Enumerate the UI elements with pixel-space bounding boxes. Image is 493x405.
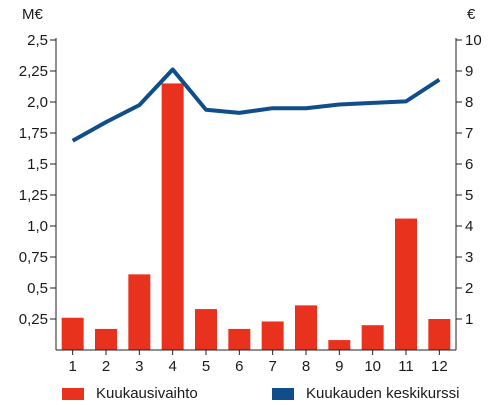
bar-2 [95,328,117,350]
right-tick-label: 3 [465,249,473,266]
bar-3 [128,274,151,350]
bar-8 [295,305,317,350]
right-axis-unit: € [467,6,476,23]
right-tick-label: 6 [465,156,473,173]
x-tick-label: 7 [268,358,276,375]
left-tick-label: 1,25 [19,187,48,204]
x-tick-label: 3 [135,358,143,375]
bar-6 [228,328,251,350]
x-tick-label: 5 [202,358,210,375]
left-tick-label: 1,75 [19,125,48,142]
x-tick-label: 1 [68,358,76,375]
x-tick-label: 8 [302,358,310,375]
left-tick-label: 1,5 [27,156,48,173]
legend-item-line: Kuukauden keskikurssi [272,385,459,402]
axes [50,38,462,355]
right-tick-label: 1 [465,311,473,328]
bar-11 [395,218,417,350]
line-group [71,67,441,143]
bar-5 [195,309,217,350]
bar-1 [61,317,84,350]
x-tick-label: 10 [364,358,381,375]
legend-item-bars: Kuukausivaihto [62,385,198,402]
legend-label-bars: Kuukausivaihto [96,385,198,402]
left-tick-label: 0,25 [19,311,48,328]
x-tick-label: 4 [168,358,176,375]
left-tick-label: 1,0 [27,218,48,235]
tick-labels: 0,250,50,751,01,251,51,752,02,252,512345… [19,32,482,375]
bar-12 [428,319,451,350]
x-tick-label: 6 [235,358,243,375]
x-tick-label: 12 [431,358,448,375]
legend-swatch-line [272,387,294,400]
left-tick-label: 2,25 [19,63,48,80]
bar-10 [361,325,384,350]
bar-group [61,83,451,351]
x-tick-label: 9 [335,358,343,375]
x-tick-label: 11 [398,358,414,375]
bar-4 [161,83,184,351]
bar-9 [328,340,351,350]
right-tick-label: 4 [465,218,473,235]
left-axis-unit: M€ [22,6,43,23]
right-tick-label: 2 [465,280,473,297]
left-tick-label: 0,75 [19,249,48,266]
right-tick-label: 5 [465,187,473,204]
right-tick-label: 8 [465,94,473,111]
legend-label-line: Kuukauden keskikurssi [306,385,460,402]
bar-7 [261,321,284,350]
line-series [71,67,441,143]
left-tick-label: 2,0 [27,94,48,111]
legend-swatch-bars [62,387,84,400]
right-tick-label: 7 [465,125,473,142]
right-tick-label: 10 [465,32,482,49]
x-tick-label: 2 [102,358,110,375]
left-tick-label: 2,5 [27,32,48,49]
right-tick-label: 9 [465,63,473,80]
left-tick-label: 0,5 [27,280,48,297]
